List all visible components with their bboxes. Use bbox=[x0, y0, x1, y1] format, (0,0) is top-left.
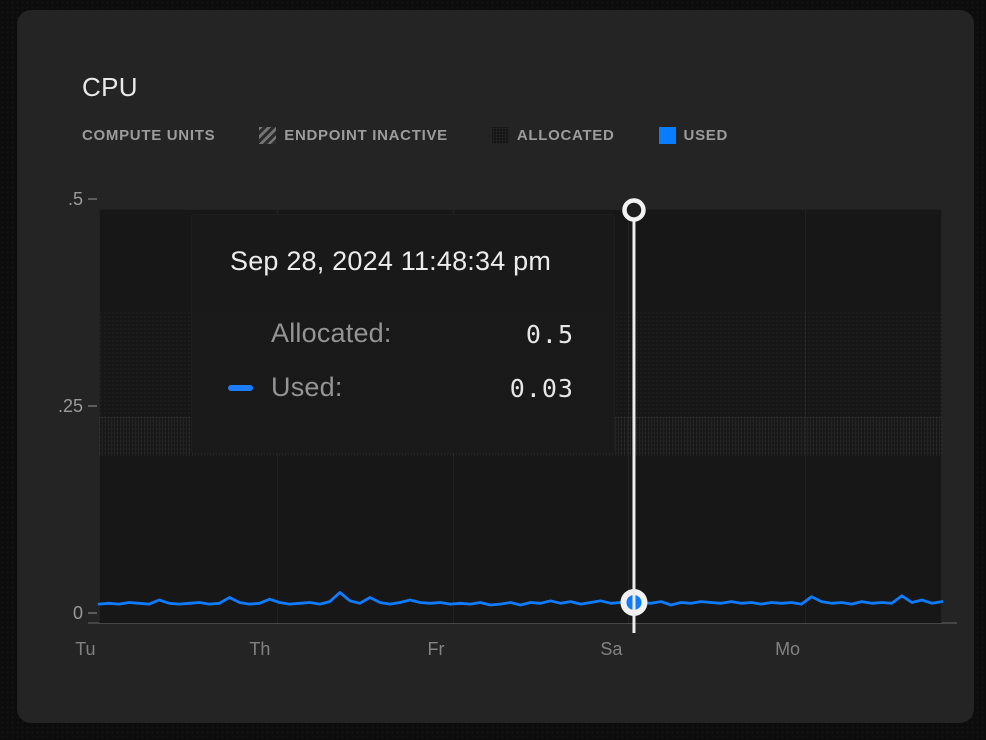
legend-item-used[interactable]: USED bbox=[658, 126, 729, 144]
tooltip-allocated-label: Allocated: bbox=[271, 318, 392, 348]
used-line-dash-icon bbox=[228, 385, 253, 391]
y-axis-label-25: .25 bbox=[57, 396, 83, 416]
chart-tooltip: Sep 28, 2024 11:48:34 pm Allocated: 0.5 … bbox=[191, 214, 615, 454]
x-axis-label-mo: Mo bbox=[775, 639, 801, 659]
cpu-usage-card: CPU COMPUTE UNITS ENDPOINT INACTIVE ALLO… bbox=[17, 10, 974, 723]
y-axis-label-0: 0 bbox=[72, 603, 83, 623]
crosshair-top-ring-icon bbox=[622, 198, 646, 222]
tooltip-row-used: Used: 0.03 bbox=[192, 372, 614, 404]
x-axis-label-tu: Tu bbox=[75, 639, 96, 659]
tooltip-row-allocated: Allocated: 0.5 bbox=[192, 318, 614, 350]
y-axis-tick bbox=[88, 198, 97, 200]
tooltip-used-value: 0.03 bbox=[509, 374, 574, 403]
chart-canvas bbox=[97, 198, 944, 633]
x-axis-label-th: Th bbox=[249, 639, 271, 659]
legend-item-label: ALLOCATED bbox=[516, 126, 615, 144]
y-axis-label-5: .5 bbox=[67, 189, 83, 209]
legend-item-allocated[interactable]: ALLOCATED bbox=[491, 126, 615, 144]
tooltip-allocated-value: 0.5 bbox=[525, 320, 574, 349]
legend: COMPUTE UNITS ENDPOINT INACTIVE ALLOCATE… bbox=[82, 125, 728, 145]
y-axis-tick bbox=[88, 612, 97, 614]
x-axis-line bbox=[88, 622, 957, 624]
used-swatch-icon bbox=[658, 126, 676, 144]
legend-item-label: USED bbox=[683, 126, 729, 144]
used-series-line bbox=[97, 591, 944, 607]
legend-units-label: COMPUTE UNITS bbox=[82, 126, 216, 144]
y-axis-tick bbox=[88, 405, 97, 407]
x-axis-label-fr: Fr bbox=[427, 639, 445, 659]
endpoint-inactive-swatch-icon bbox=[259, 126, 277, 144]
tooltip-used-label: Used: bbox=[271, 372, 343, 402]
legend-item-endpoint-inactive[interactable]: ENDPOINT INACTIVE bbox=[259, 126, 448, 144]
x-axis-label-sa: Sa bbox=[600, 639, 623, 659]
tooltip-timestamp: Sep 28, 2024 11:48:34 pm bbox=[230, 246, 552, 276]
allocated-swatch-icon bbox=[491, 126, 509, 144]
page-title: CPU bbox=[82, 72, 138, 102]
legend-item-label: ENDPOINT INACTIVE bbox=[284, 126, 448, 144]
